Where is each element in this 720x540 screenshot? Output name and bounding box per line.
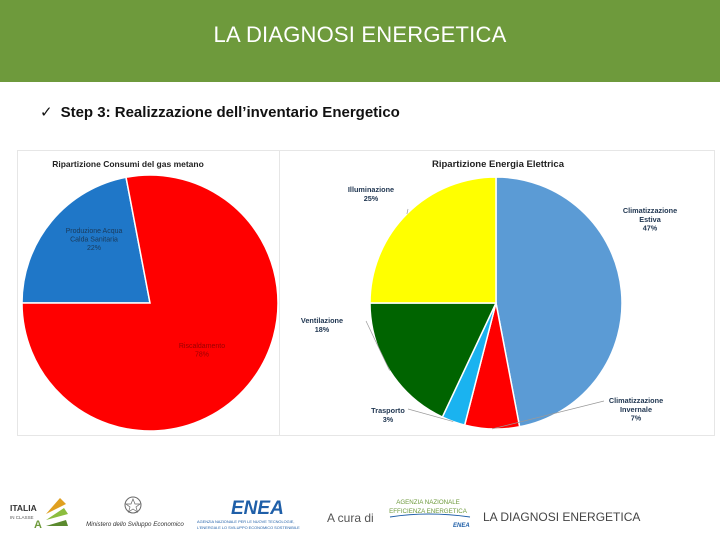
ministero-text: Ministero dello Sviluppo Economico xyxy=(86,521,184,528)
enea-desc-1: AGENZIA NAZIONALE PER LE NUOVE TECNOLOGI… xyxy=(197,519,294,524)
ministero-logo: Ministero dello Sviluppo Economico xyxy=(80,494,190,530)
electric-label-climatizzazione-estiva: Climatizzazione Estiva 47% xyxy=(623,206,677,233)
agenzia-enea: ENEA xyxy=(453,523,470,529)
electric-slice-illuminazione xyxy=(369,176,497,304)
enea-desc-2: L’ENERGIA E LO SVILUPPO ECONOMICO SOSTEN… xyxy=(197,525,300,530)
slide-header: LA DIAGNOSI ENERGETICA xyxy=(0,0,720,82)
slide-title: LA DIAGNOSI ENERGETICA xyxy=(213,22,507,47)
electric-pie-chart: Ripartizione Energia Elettrica Climatizz… xyxy=(301,159,677,430)
logo-italia-line1: ITALIA xyxy=(10,503,37,513)
a-cura-di: A cura di xyxy=(327,511,374,525)
electric-leader-climatizzazione-invernale xyxy=(491,400,605,430)
gas-slice-produzione-acqua-calda-sanitaria xyxy=(21,176,151,304)
logo-italia-line2: IN CLASSE xyxy=(10,515,34,520)
electric-label-climatizzazione-invernale: Climatizzazione Invernale 7% xyxy=(609,396,663,423)
checkmark-icon: ✓ xyxy=(40,104,53,121)
electric-chart-title: Ripartizione Energia Elettrica xyxy=(432,159,565,170)
gas-chart-panel: Ripartizione Consumi del gas metano Prod… xyxy=(17,150,281,436)
electric-leader-ventilazione xyxy=(365,320,390,371)
enea-name: ENEA xyxy=(231,498,284,519)
electric-label-ventilazione: Ventilazione 18% xyxy=(301,316,343,334)
step-line: ✓ Step 3: Realizzazione dell’inventario E… xyxy=(40,103,400,121)
agenzia-efficienza-logo: AGENZIA NAZIONALE EFFICIENZA ENERGETICA … xyxy=(378,495,478,533)
enea-logo: ENEA AGENZIA NAZIONALE PER LE NUOVE TECN… xyxy=(195,494,320,532)
logo-italia-badge: A xyxy=(34,519,42,530)
agenzia-line2: EFFICIENZA ENERGETICA xyxy=(389,508,468,515)
electric-chart-panel: Ripartizione Energia Elettrica Climatizz… xyxy=(279,150,715,436)
electric-label-trasporto: Trasporto 3% xyxy=(371,406,405,424)
electric-slice-climatizzazione-estiva xyxy=(495,176,623,428)
footer: ITALIA IN CLASSE A Ministero dello Svilu… xyxy=(0,492,720,540)
agenzia-line1: AGENZIA NAZIONALE xyxy=(396,499,460,506)
gas-pie-chart: Ripartizione Consumi del gas metano Prod… xyxy=(21,159,279,432)
footer-title: LA DIAGNOSI ENERGETICA xyxy=(483,510,641,524)
step-text: Step 3: Realizzazione dell’inventario En… xyxy=(60,104,400,121)
gas-chart-title: Ripartizione Consumi del gas metano xyxy=(52,159,204,169)
electric-leader-trasporto xyxy=(407,408,454,422)
gas-slice-riscaldamento xyxy=(21,174,279,432)
italia-in-classe-a-logo: ITALIA IN CLASSE A xyxy=(10,498,68,530)
electric-label-illuminazione: Illuminazione 25% xyxy=(348,185,394,203)
electric-leader-illuminazione xyxy=(406,208,409,214)
gas-label-riscaldamento: Riscaldamento 78% xyxy=(179,343,225,359)
gas-label-produzione-acqua-calda-sanitaria: Produzione Acqua Calda Sanitaria 22% xyxy=(66,228,123,252)
